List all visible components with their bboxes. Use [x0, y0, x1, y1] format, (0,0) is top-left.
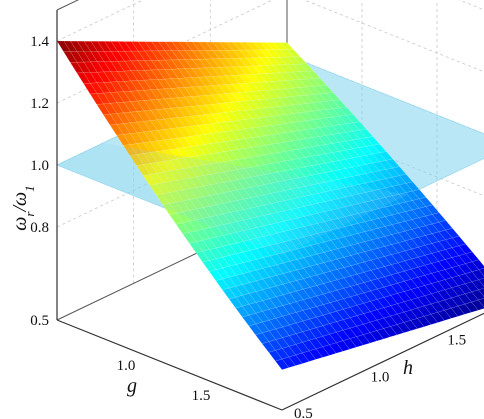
surface-patch — [302, 350, 317, 362]
z-label-omega: ω — [9, 217, 31, 231]
surface-patch — [308, 348, 323, 360]
reference-plane-front — [57, 143, 409, 255]
axes — [56, 10, 484, 411]
z-tick-label: 0.8 — [30, 220, 49, 236]
x-tick-label: 1.0 — [117, 358, 136, 374]
reference-plane-overlay — [57, 143, 409, 255]
axis-line — [281, 312, 484, 411]
z-label-slash-omega: /ω — [9, 192, 31, 213]
axis-line — [56, 319, 283, 411]
y-axis-label: h — [403, 357, 413, 379]
surface-patch — [410, 318, 425, 329]
y-tick-label: 1.5 — [447, 333, 466, 349]
x-axis-label: g — [127, 375, 137, 397]
surface-patch — [423, 314, 438, 325]
z-axis-label: ωr/ω1 — [9, 185, 37, 230]
response-surface — [56, 40, 484, 370]
y-tick-label: 1.0 — [371, 369, 390, 385]
box-edge — [56, 0, 80, 11]
z-label-sub-1: 1 — [22, 185, 37, 192]
y-tick-label: 0.5 — [294, 406, 313, 419]
surface-patch — [471, 289, 484, 301]
z-tick-label: 0.5 — [30, 313, 49, 329]
x-tick-label: 1.5 — [192, 388, 211, 404]
surface-patch — [275, 358, 290, 370]
tick-labels: 0.50.81.01.21.41.01.52.00.51.01.52.0 — [30, 34, 466, 419]
surface-patch — [295, 352, 310, 364]
z-grid-line — [56, 0, 484, 42]
z-label-sub-r: r — [22, 211, 37, 217]
z-tick-label: 1.4 — [30, 34, 49, 50]
z-tick-label: 1.0 — [30, 158, 49, 174]
z-tick-label: 1.2 — [30, 96, 49, 112]
